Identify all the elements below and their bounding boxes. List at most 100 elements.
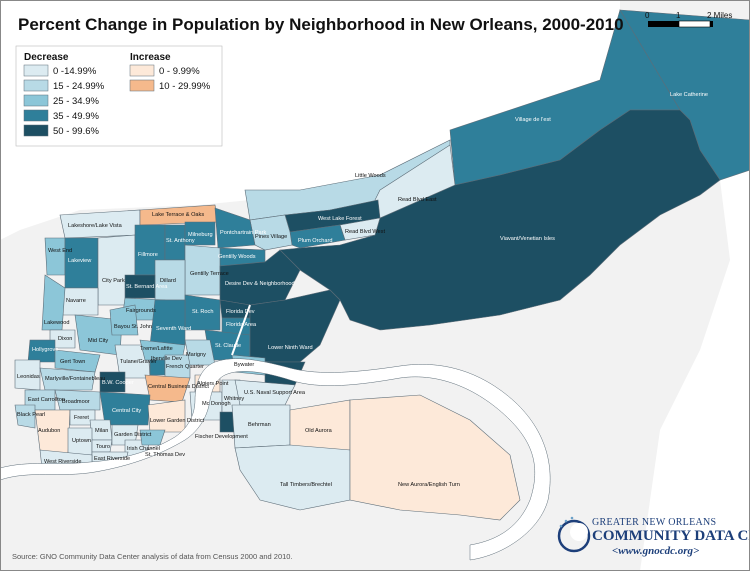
legend-swatch-decrease-4 (23, 109, 49, 122)
label-read-blvd-west: Read Blvd West (345, 229, 385, 235)
hood-lower-garden (147, 399, 186, 433)
scale-bar: 0 1 2 Miles (645, 11, 732, 28)
legend: Decrease Increase 0 -14.99% 15 - 24.99% … (15, 45, 223, 147)
label-lower-ninth: Lower Ninth Ward (268, 345, 313, 351)
hood-milneburg (184, 221, 216, 246)
label-tall-timbers: Tall Timbers/Brechtel (280, 482, 332, 488)
label-fillmore: Fillmore (138, 252, 158, 258)
source-note: Source: GNO Community Data Center analys… (12, 552, 293, 561)
label-st-bernard: St. Bernard Area (126, 284, 168, 290)
label-lakewood: Lakewood (44, 320, 70, 326)
scale-end (710, 21, 713, 27)
hood-bayou-st-john (109, 304, 139, 336)
label-fischer: Fischer Development (195, 434, 248, 440)
label-whitney: Whitney (224, 396, 244, 402)
legend-swatch-decrease-1 (23, 64, 49, 77)
label-lower-garden: Lower Garden District (150, 418, 205, 424)
logo-line-2: COMMUNITY DATA CENTER (592, 528, 750, 544)
label-bywater: Bywater (234, 362, 254, 368)
industrial-canal (231, 304, 251, 356)
label-west-lake-forest: West Lake Forest (318, 216, 362, 222)
label-dixon: Dixon (58, 336, 72, 342)
label-audubon: Audubon (38, 428, 60, 434)
hood-st-bernard (124, 274, 156, 299)
hood-central-city (99, 391, 151, 426)
logo-dot-1 (570, 516, 574, 520)
label-fairgrounds: Fairgrounds (126, 308, 156, 314)
label-desire: Desire Dev & Neighborhood (225, 281, 295, 287)
label-garden-district: Garden District (114, 432, 152, 438)
legend-label-decrease-3: 25 - 34.9% (53, 96, 99, 107)
label-holy-cross: Holy Cross (270, 370, 298, 376)
map-title: Percent Change in Population by Neighbor… (18, 15, 624, 34)
legend-label-decrease-4: 35 - 49.9% (53, 111, 99, 122)
scale-label-2: 2 Miles (707, 11, 732, 20)
label-city-park: City Park (102, 278, 125, 284)
legend-label-decrease-2: 15 - 24.99% (53, 81, 105, 92)
label-st-roch: St. Roch (192, 309, 213, 315)
label-touro: Touro (96, 444, 110, 450)
label-central-city: Central City (112, 408, 141, 414)
label-french-quarter: French Quarter (166, 364, 204, 370)
label-irish-channel: Irish Channel (127, 446, 160, 452)
label-lakeview: Lakeview (68, 258, 92, 264)
label-naval-support: U.S. Naval Support Area (244, 390, 306, 396)
label-hollygrove: Hollygrove (32, 347, 58, 353)
label-florida-area: Florida Area (226, 322, 257, 328)
label-read-blvd-east: Read Blvd East (398, 197, 437, 203)
label-mid-city: Mid City (88, 338, 108, 344)
label-gentilly-terrace: Gentilly Terrace (190, 271, 229, 277)
label-bw-cooper: B.W. Cooper (102, 380, 134, 386)
hood-west-end (44, 237, 66, 276)
label-gentilly-woods: Gentilly Woods (218, 254, 256, 260)
hood-seventh-ward (149, 299, 186, 346)
label-leonidas: Leonidas (17, 374, 40, 380)
label-lakeshore: Lakeshore/Lake Vista (68, 223, 123, 229)
label-st-claude: St. Claude (215, 343, 241, 349)
label-treme: Treme/Lafitte (140, 346, 173, 352)
label-lake-terrace: Lake Terrace & Oaks (152, 212, 204, 218)
label-florida-dev: Florida Dev (226, 309, 255, 315)
label-pontchartrain-park: Pontchartrain Park (220, 230, 267, 236)
legend-label-increase-1: 0 - 9.99% (159, 66, 200, 77)
label-milneburg: Milneburg (188, 232, 213, 238)
label-iberville: Iberville Dev (151, 356, 182, 362)
label-lake-catherine: Lake Catherine (670, 92, 708, 98)
label-freret: Freret (74, 415, 89, 421)
label-old-aurora: Old Aurora (305, 428, 333, 434)
scale-label-1: 1 (676, 11, 681, 20)
label-milan: Milan (95, 428, 108, 434)
legend-label-decrease-1: 0 -14.99% (53, 66, 97, 77)
lake-borgne (640, 170, 750, 571)
label-navarre: Navarre (66, 298, 86, 304)
label-cbd: Central Business District (148, 384, 209, 390)
logo-dot-3 (559, 524, 563, 528)
logo-dot-2 (564, 519, 568, 523)
label-viavant: Viavant/Venetian Isles (500, 236, 555, 242)
scale-seg-1 (648, 21, 679, 27)
logo-mark-inner (570, 523, 588, 541)
label-pines-village: Pines Village (255, 234, 287, 240)
legend-label-increase-2: 10 - 29.99% (159, 81, 211, 92)
legend-swatch-decrease-5 (23, 124, 49, 137)
label-new-aurora: New Aurora/English Turn (398, 482, 460, 488)
hood-tall-timbers (234, 444, 351, 511)
label-little-woods: Little Woods (355, 173, 386, 179)
label-behrman: Behrman (248, 422, 271, 428)
label-algiers-point: Algiers Point (197, 381, 229, 387)
legend-swatch-increase-2 (129, 79, 155, 92)
hood-bw-cooper (99, 371, 126, 393)
label-village-de-lest: Village de l'est (515, 117, 551, 123)
label-black-pearl: Black Pearl (17, 412, 45, 418)
label-seventh-ward: Seventh Ward (156, 326, 191, 332)
legend-decrease-heading: Decrease (24, 52, 69, 63)
hood-read-blvd-east (374, 144, 456, 219)
label-east-riverside: East Riverside (94, 456, 130, 462)
label-marigny: Marigny (186, 352, 206, 358)
label-east-carrollton: East Carrollton (28, 397, 65, 403)
label-plum-orchard: Plum Orchard (298, 238, 333, 244)
label-uptown: Uptown (72, 438, 91, 444)
label-dillard: Dillard (160, 278, 176, 284)
scale-seg-2 (678, 20, 711, 28)
